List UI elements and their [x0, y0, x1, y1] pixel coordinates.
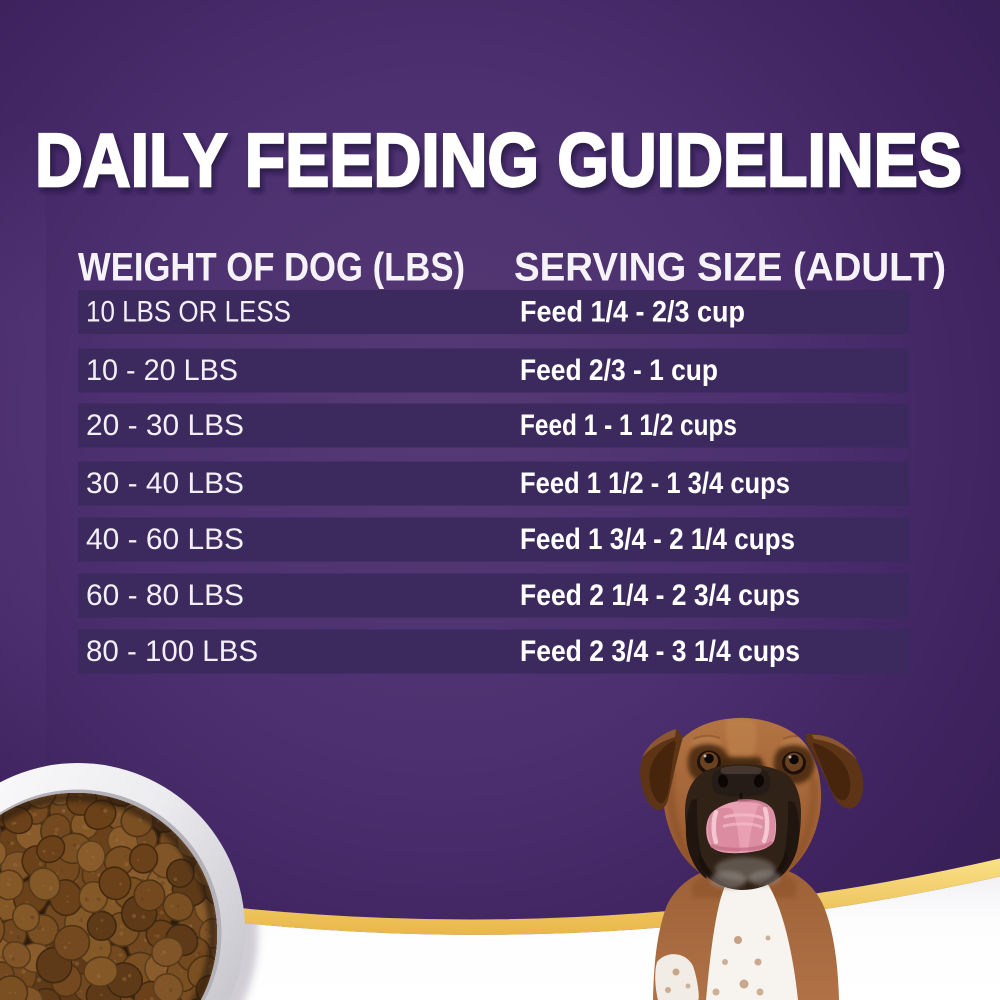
svg-text:Feed 2/3 - 1 cup: Feed 2/3 - 1 cup	[520, 354, 718, 387]
svg-text:Feed 1 1/2 - 1 3/4 cups: Feed 1 1/2 - 1 3/4 cups	[520, 467, 790, 500]
svg-text:10 LBS OR LESS: 10 LBS OR LESS	[86, 296, 291, 329]
svg-text:Feed 2 1/4 - 2 3/4 cups: Feed 2 1/4 - 2 3/4 cups	[520, 579, 800, 612]
svg-text:10 - 20 LBS: 10 - 20 LBS	[86, 354, 238, 387]
svg-text:20 - 30 LBS: 20 - 30 LBS	[86, 409, 244, 442]
svg-text:SERVING SIZE (ADULT): SERVING SIZE (ADULT)	[514, 246, 946, 290]
svg-text:WEIGHT OF DOG (LBS): WEIGHT OF DOG (LBS)	[78, 246, 465, 290]
svg-text:30 - 40 LBS: 30 - 40 LBS	[86, 467, 244, 500]
svg-text:40 - 60 LBS: 40 - 60 LBS	[86, 523, 244, 556]
svg-text:Feed 1 3/4 - 2 1/4 cups: Feed 1 3/4 - 2 1/4 cups	[520, 523, 795, 556]
svg-text:Feed 1 - 1 1/2 cups: Feed 1 - 1 1/2 cups	[520, 409, 737, 442]
svg-text:Feed 2 3/4 - 3 1/4 cups: Feed 2 3/4 - 3 1/4 cups	[520, 635, 800, 668]
svg-text:60 - 80 LBS: 60 - 80 LBS	[86, 579, 244, 612]
svg-text:DAILY FEEDING GUIDELINES: DAILY FEEDING GUIDELINES	[35, 118, 962, 202]
svg-text:Feed 1/4 - 2/3 cup: Feed 1/4 - 2/3 cup	[520, 296, 745, 329]
svg-text:80 - 100 LBS: 80 - 100 LBS	[86, 635, 258, 668]
